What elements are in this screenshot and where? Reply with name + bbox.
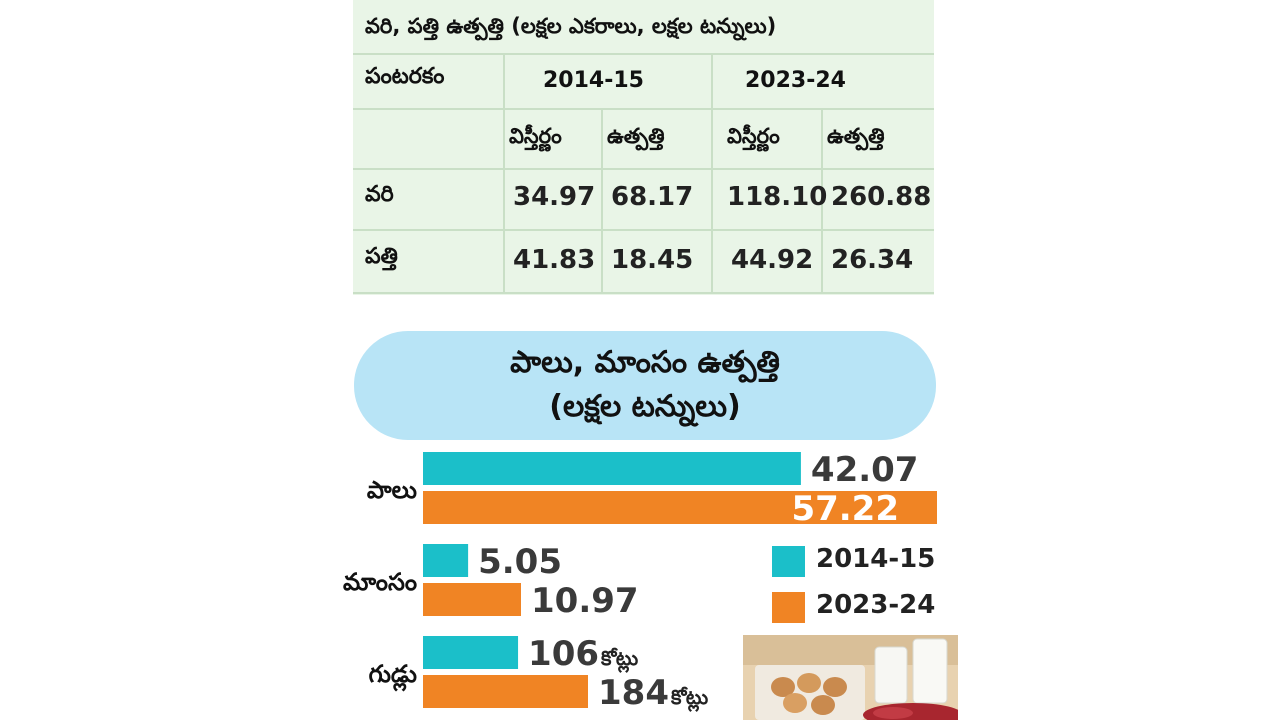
legend-label: 2014-15 <box>816 544 936 574</box>
crop-name: పత్తి <box>365 244 398 269</box>
value-label: 57.22 <box>791 489 899 529</box>
legend-label: 2023-24 <box>816 590 936 620</box>
bar-chart: పాలు 42.07 57.22 మాంసం 5.05 10.97 గుడ్లు 106 కోట… <box>300 440 980 720</box>
chart-title-banner: పాలు, మాంసం ఉత్పత్తి (లక్షల టన్నులు) <box>354 331 936 440</box>
bar <box>423 583 521 616</box>
value-label: 5.05 <box>478 542 562 582</box>
sub-header: విస్తీర్ణం <box>727 124 780 148</box>
table-divider <box>353 168 934 170</box>
value-unit-label: కోట్లు <box>600 646 638 673</box>
category-label: గుడ్లు <box>369 660 417 692</box>
table-divider <box>353 229 934 231</box>
table-divider <box>821 108 823 293</box>
table-cell: 34.97 <box>513 182 596 212</box>
legend-item: 2023-24 <box>772 586 972 623</box>
bar <box>423 491 937 524</box>
table-cell: 41.83 <box>513 245 596 275</box>
crop-name: వరి <box>365 182 394 207</box>
table-divider <box>353 108 934 110</box>
value-label: 10.97 <box>531 581 639 621</box>
food-photo-image <box>743 635 958 720</box>
category-label: పాలు <box>367 476 417 504</box>
year-header: 2023-24 <box>745 68 846 93</box>
table-divider <box>711 53 713 293</box>
value-unit-label: కోట్లు <box>670 685 708 712</box>
food-photo <box>743 635 958 720</box>
legend-swatch <box>772 546 805 577</box>
table-title: వరి, పత్తి ఉత్పత్తి (లక్షల ఎకరాలు, లక్షల… <box>365 14 777 38</box>
sub-header: ఉత్పత్తి <box>607 124 665 148</box>
year-header: 2014-15 <box>543 68 644 93</box>
production-table: వరి, పత్తి ఉత్పత్తి (లక్షల ఎకరాలు, లక్షల… <box>353 0 934 295</box>
crop-header: పంటరకం <box>365 64 445 89</box>
table-cell: 118.10 <box>727 182 828 212</box>
value-label: 106 <box>528 634 599 674</box>
chart-subtitle: (లక్షల టన్నులు) <box>549 389 741 424</box>
legend-item: 2014-15 <box>772 540 972 577</box>
table-cell: 260.88 <box>831 182 932 212</box>
legend-swatch <box>772 592 805 623</box>
table-cell: 68.17 <box>611 182 694 212</box>
table-cell: 44.92 <box>731 245 814 275</box>
bar <box>423 675 588 708</box>
table-divider <box>353 53 934 55</box>
chart-title: పాలు, మాంసం ఉత్పత్తి <box>510 345 780 380</box>
sub-header: ఉత్పత్తి <box>827 124 885 148</box>
sub-header: విస్తీర్ణం <box>509 124 562 148</box>
table-cell: 26.34 <box>831 245 914 275</box>
category-label: మాంసం <box>343 568 417 596</box>
bar <box>423 636 519 669</box>
table-divider <box>503 53 505 293</box>
table-cell: 18.45 <box>611 245 694 275</box>
table-divider <box>601 108 603 293</box>
value-label: 42.07 <box>811 450 919 490</box>
table-divider <box>353 292 934 294</box>
value-label: 184 <box>598 673 669 713</box>
bar <box>423 544 469 577</box>
bar <box>423 452 801 485</box>
